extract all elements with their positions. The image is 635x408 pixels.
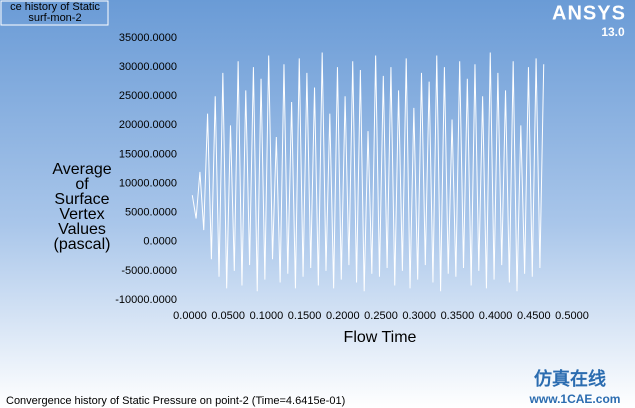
y-tick-label: 0.0000 xyxy=(143,236,177,248)
x-tick-label: 0.3500 xyxy=(441,310,475,322)
y-axis-label: Vertex xyxy=(59,206,104,223)
title: ce history of Static xyxy=(10,1,100,13)
y-tick-label: 20000.0000 xyxy=(119,119,177,131)
x-tick-label: 0.0500 xyxy=(211,310,245,322)
x-tick-label: 0.4500 xyxy=(517,310,551,322)
x-tick-label: 0.2500 xyxy=(364,310,398,322)
x-tick-label: 0.5000 xyxy=(555,310,589,322)
y-tick-label: 10000.0000 xyxy=(119,177,177,189)
data-line xyxy=(191,52,545,292)
series-name: surf-mon-2 xyxy=(28,12,81,24)
caption: Convergence history of Static Pressure o… xyxy=(6,395,345,407)
x-tick-label: 0.0000 xyxy=(173,310,207,322)
y-axis-label: Average xyxy=(52,161,111,178)
y-axis-label: Values xyxy=(58,221,106,238)
brand-name: ANSYS xyxy=(552,2,626,24)
y-tick-label: 30000.0000 xyxy=(119,61,177,73)
x-tick-label: 0.2000 xyxy=(326,310,360,322)
title-box xyxy=(0,0,109,26)
y-tick-label: -10000.0000 xyxy=(115,294,177,306)
x-tick-label: 0.3000 xyxy=(402,310,436,322)
y-tick-label: -5000.0000 xyxy=(121,265,177,277)
watermark-url: www.1CAE.com xyxy=(529,392,621,406)
y-tick-label: 35000.0000 xyxy=(119,32,177,44)
y-axis-label: of xyxy=(75,176,89,193)
brand-version: 13.0 xyxy=(601,25,625,39)
y-axis-label: Surface xyxy=(54,191,109,208)
y-axis-label: (pascal) xyxy=(54,236,111,253)
y-tick-label: 25000.0000 xyxy=(119,90,177,102)
watermark-title: 仿真在线 xyxy=(534,368,606,389)
x-tick-label: 0.4000 xyxy=(479,310,513,322)
y-tick-label: 15000.0000 xyxy=(119,148,177,160)
x-axis-label: Flow Time xyxy=(344,329,417,346)
x-tick-label: 0.1000 xyxy=(250,310,284,322)
x-tick-label: 0.1500 xyxy=(288,310,322,322)
y-tick-label: 5000.0000 xyxy=(125,207,177,219)
